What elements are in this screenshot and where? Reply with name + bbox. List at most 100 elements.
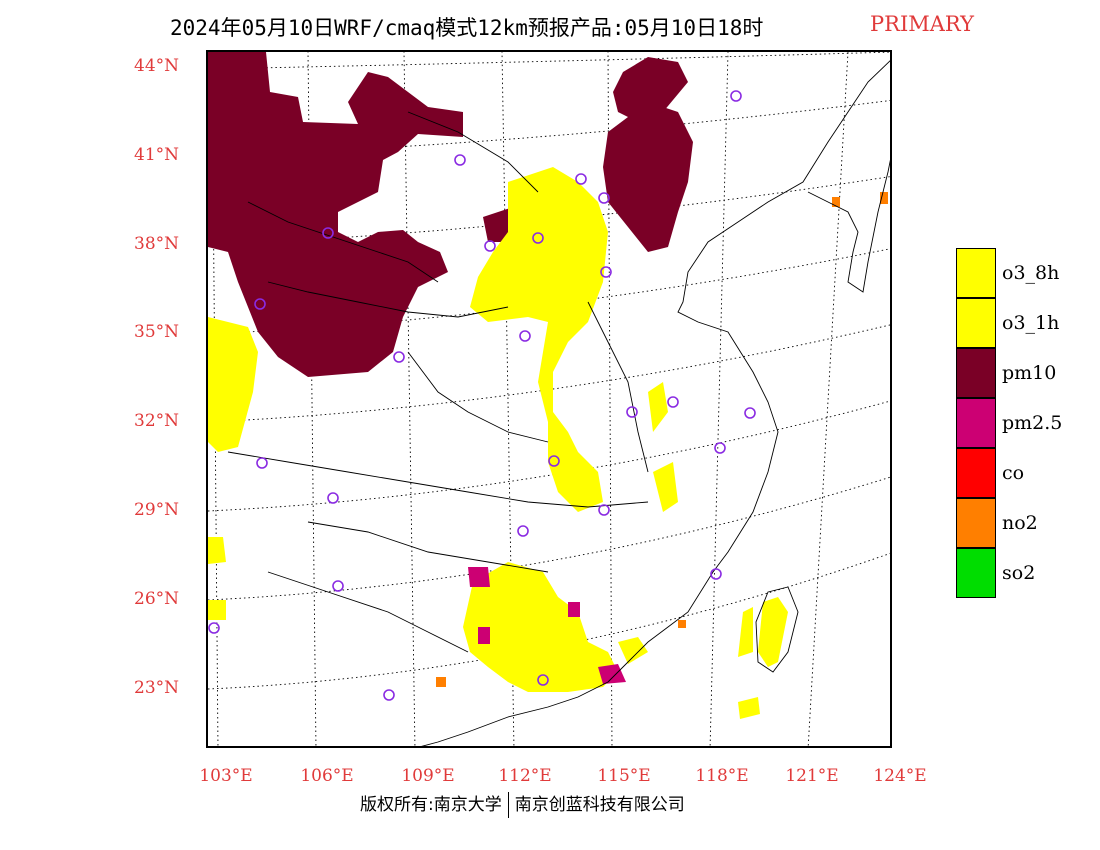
pm10-area-hebei [603, 102, 693, 252]
station-markers [208, 90, 756, 701]
lon-label-103e: 103°E [199, 766, 253, 786]
lat-label-23n: 23°N [134, 678, 180, 698]
legend-label-so2: so2 [1002, 562, 1036, 584]
lat-label-26n: 26°N [134, 589, 180, 609]
province-border-1 [247, 201, 439, 283]
province-border-4 [307, 521, 549, 573]
legend-label-pm25: pm2.5 [1002, 412, 1063, 434]
lon-label-112e: 112°E [498, 766, 552, 786]
station-marker [600, 266, 612, 278]
pm25-area-hunan [468, 567, 490, 587]
o3-area-south [463, 562, 618, 692]
pm25-areas [468, 567, 626, 684]
station-marker [744, 407, 756, 419]
legend-swatch-pm25 [956, 398, 996, 448]
coastline [421, 60, 890, 746]
pm10-area-ne [613, 57, 688, 122]
province-border-5 [407, 351, 549, 443]
lon-line [501, 52, 515, 746]
station-marker [710, 568, 722, 580]
lat-label-29n: 29°N [134, 500, 180, 520]
pm25-area-guangdong [598, 664, 626, 684]
legend-label-co: co [1002, 462, 1025, 484]
station-marker [714, 442, 726, 454]
o3-area-taiwan [758, 597, 788, 667]
no2-area-guangdong [436, 677, 446, 687]
o3-area-taiwan-west [738, 607, 753, 657]
o3-area-west-small2 [208, 600, 226, 620]
lat-line [208, 476, 890, 601]
lon-label-115e: 115°E [597, 766, 651, 786]
province-border-3 [227, 451, 649, 508]
lon-line [807, 52, 849, 746]
taiwan-coast [755, 586, 799, 673]
station-marker [332, 580, 344, 592]
lat-label-32n: 32°N [134, 411, 180, 431]
lat-label-35n: 35°N [134, 322, 180, 342]
korea-coast [807, 159, 890, 293]
no2-areas [436, 192, 888, 687]
map-canvas [208, 52, 890, 746]
legend-label-o3-8h: o3_8h [1002, 262, 1060, 284]
lat-label-44n: 44°N [134, 56, 180, 76]
copyright-company: 南京创蓝科技有限公司 [514, 795, 685, 815]
lon-label-121e: 121°E [785, 766, 839, 786]
station-marker [208, 622, 220, 634]
lon-label-109e: 109°E [401, 766, 455, 786]
lon-label-106e: 106°E [300, 766, 354, 786]
legend-swatch-no2 [956, 498, 996, 548]
station-marker [517, 525, 529, 537]
station-marker [484, 240, 496, 252]
lon-line [403, 52, 416, 746]
o3-area-zhejiang [653, 462, 678, 512]
station-marker [383, 689, 395, 701]
o3-area-north-china [470, 167, 608, 512]
station-marker [537, 674, 549, 686]
legend-label-o3-1h: o3_1h [1002, 312, 1060, 334]
station-marker [532, 232, 544, 244]
legend-label-pm10: pm10 [1002, 362, 1057, 384]
legend-swatch-co [956, 448, 996, 498]
station-marker [548, 455, 560, 467]
lat-label-41n: 41°N [134, 145, 180, 165]
station-marker [626, 406, 638, 418]
o3-area-jiangxi [648, 382, 668, 432]
province-border-6 [587, 301, 649, 473]
pm10-area-north [208, 92, 288, 137]
no2-area-east [678, 620, 686, 628]
station-marker [327, 492, 339, 504]
station-marker [598, 192, 610, 204]
boundaries [227, 60, 890, 746]
o3-area-south-east [618, 637, 648, 664]
map-title-tag: PRIMARY [870, 12, 974, 36]
province-border-2 [267, 281, 509, 318]
lat-line [208, 552, 890, 690]
station-marker [393, 351, 405, 363]
o3-areas [208, 167, 788, 719]
lat-line [208, 100, 890, 157]
lon-label-124e: 124°E [873, 766, 927, 786]
legend-label-no2: no2 [1002, 512, 1038, 534]
pm10-areas [208, 52, 693, 377]
lat-line [208, 52, 890, 70]
pm25-area-guangxi [478, 627, 490, 644]
footer-divider [507, 792, 509, 818]
station-marker [519, 330, 531, 342]
pm25-area-jiangxi [568, 602, 580, 617]
legend-swatch-o3-8h [956, 248, 996, 298]
station-marker [254, 298, 266, 310]
o3-area-west-edge [208, 317, 258, 452]
legend-swatch-pm10 [956, 348, 996, 398]
copyright-footer: 版权所有:南京大学 南京创蓝科技有限公司 [360, 790, 685, 818]
lon-line [709, 52, 729, 746]
station-marker [667, 396, 679, 408]
lat-line [208, 400, 890, 512]
o3-area-west-small [208, 537, 226, 564]
station-marker [322, 227, 334, 239]
lat-label-38n: 38°N [134, 234, 180, 254]
province-border-7 [267, 571, 469, 653]
map-title: 2024年05月10日WRF/cmaq模式12km预报产品:05月10日18时 [170, 16, 764, 40]
legend-swatch-so2 [956, 548, 996, 598]
o3-area-south-sea [738, 697, 760, 719]
station-marker [575, 173, 587, 185]
